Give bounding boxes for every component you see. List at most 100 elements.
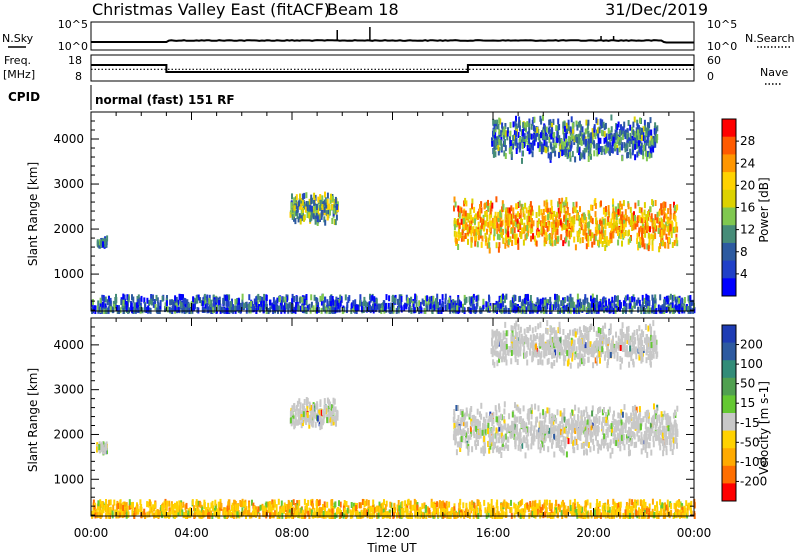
echo-cell [564,440,567,447]
echo-cell [511,228,514,235]
echo-cell [617,441,620,448]
echo-cell [542,225,545,232]
echo-cell [501,440,504,447]
echo-cell [527,444,530,451]
echo-cell [596,150,599,157]
echo-cell [644,145,647,152]
echo-cell [585,146,588,153]
echo-cell [675,437,678,444]
echo-cell [498,242,501,249]
echo-cell [669,428,672,435]
nsky-trace [91,39,694,44]
echo-cell [609,142,612,149]
echo-cell [549,213,552,220]
echo-cell [555,417,558,424]
echo-cell [518,222,521,229]
echo-cell [572,443,575,450]
echo-cell [509,306,512,313]
echo-cell [539,447,542,454]
echo-cell [570,301,572,308]
echo-cell [304,206,307,213]
echo-cell [623,422,626,429]
echo-cell [522,239,525,246]
echo-cell [517,202,520,208]
echo-cell [663,216,666,223]
echo-cell [598,227,601,234]
echo-cell [623,231,626,238]
echo-cell [581,426,584,433]
echo-cell [498,117,501,124]
echo-cell [320,207,323,214]
echo-cell [570,231,573,238]
echo-cell [283,305,286,312]
echo-cell [550,143,553,150]
echo-cell [135,302,138,309]
echo-cell [159,300,162,307]
echo-cell [474,306,477,313]
echo-cell [676,305,679,312]
echo-cell [410,296,413,303]
echo-cell [595,217,598,224]
echo-cell [629,302,632,309]
echo-cell [477,440,479,446]
echo-cell [512,143,514,150]
echo-cell [252,304,255,310]
echo-cell [644,411,647,418]
echo-cell [663,425,666,432]
echo-cell [639,133,642,140]
echo-cell [613,350,616,357]
echo-cell [663,224,666,231]
echo-cell [623,223,626,230]
echo-cell [503,401,506,408]
echo-cell [614,129,617,136]
echo-cell [566,306,569,312]
echo-cell [491,217,494,224]
echo-cell [310,214,313,221]
echo-cell [238,298,240,305]
echo-cell [574,156,577,163]
echo-cell [629,124,632,131]
echo-cell [313,412,316,419]
echo-cell [662,208,665,215]
echo-cell [218,305,221,311]
echo-cell [603,307,606,314]
echo-cell [563,416,566,423]
echo-cell [499,221,502,228]
echo-cell [567,240,570,247]
echo-cell [672,213,675,220]
echo-cell [545,238,548,244]
echo-cell [579,430,582,437]
echo-cell [544,215,547,222]
echo-cell [127,296,130,303]
echo-cell [155,294,158,301]
echo-cell [487,221,490,228]
echo-cell [517,406,520,413]
echo-cell [291,209,294,216]
echo-cell [654,303,657,310]
echo-cell [604,211,607,218]
echo-cell [608,406,611,413]
echo-cell [564,141,567,148]
echo-cell [475,436,478,443]
echo-cell [617,412,620,419]
echo-cell [505,234,507,241]
echo-cell [493,304,496,311]
echo-cell [614,434,617,441]
echo-cell [599,137,602,144]
echo-cell [313,205,316,212]
echo-cell [526,215,529,222]
echo-cell [589,446,592,453]
echo-cell [326,397,329,404]
echo-cell [471,446,474,453]
echo-cell [584,332,587,339]
echo-cell [462,210,465,217]
echo-cell [487,206,490,212]
echo-cell [654,129,657,136]
echo-cell [515,404,518,411]
echo-cell [490,220,493,227]
echo-cell [582,151,585,158]
echo-cell [412,303,415,310]
echo-cell [606,219,609,226]
echo-cell [667,242,670,249]
